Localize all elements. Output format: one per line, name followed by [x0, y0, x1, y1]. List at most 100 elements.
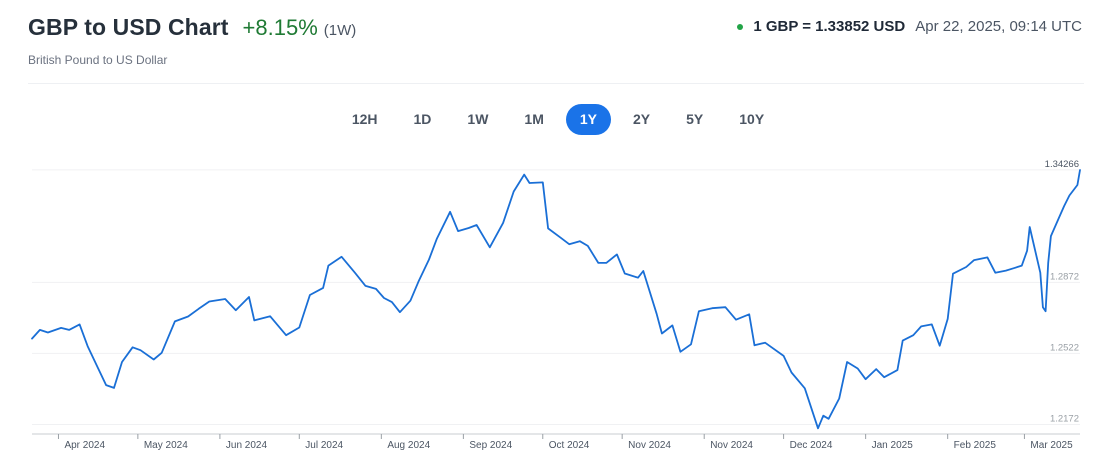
- title-row: GBP to USD Chart +8.15% (1W): [28, 14, 1086, 41]
- data-point: [140, 350, 141, 351]
- data-point: [235, 310, 236, 311]
- data-point: [804, 388, 805, 389]
- y-axis-label: 1.2172: [1050, 413, 1079, 424]
- x-axis-label: Jul 2024: [305, 440, 343, 451]
- data-point: [839, 398, 840, 399]
- page-title: GBP to USD Chart: [28, 14, 229, 40]
- data-point: [725, 307, 726, 308]
- data-point: [931, 324, 932, 325]
- data-point: [153, 359, 154, 360]
- data-point: [624, 273, 625, 274]
- data-point: [365, 285, 366, 286]
- data-point: [884, 377, 885, 378]
- data-point: [661, 333, 662, 334]
- data-point: [47, 332, 48, 333]
- data-point: [698, 311, 699, 312]
- data-point: [1077, 184, 1078, 185]
- price-chart[interactable]: 1.34266 1.2872 1.2522 1.2172 Apr 2024 May 202…: [0, 150, 1116, 460]
- data-point: [587, 245, 588, 246]
- tab-2y[interactable]: 2Y: [633, 111, 651, 127]
- data-point: [974, 260, 975, 261]
- data-point: [995, 272, 996, 273]
- data-point: [947, 318, 948, 319]
- data-point: [754, 345, 755, 346]
- data-point: [569, 244, 570, 245]
- data-point: [436, 238, 437, 239]
- data-point: [1029, 226, 1030, 227]
- data-point: [31, 338, 32, 339]
- data-point: [1005, 270, 1006, 271]
- data-point: [876, 369, 877, 370]
- x-axis-label: Jan 2025: [872, 440, 914, 451]
- data-point: [1079, 169, 1080, 170]
- quote-timestamp: Apr 22, 2025, 09:14 UTC: [915, 18, 1082, 35]
- data-point: [579, 241, 580, 242]
- x-axis-label: Oct 2024: [549, 440, 590, 451]
- data-point: [503, 222, 504, 223]
- data-point: [121, 361, 122, 362]
- data-point: [857, 368, 858, 369]
- series-line: [31, 169, 1081, 430]
- x-axis-label: Sep 2024: [469, 440, 512, 451]
- tab-12h[interactable]: 12H: [351, 111, 378, 127]
- data-point: [286, 335, 287, 336]
- x-axis-label: Mar 2025: [1030, 440, 1073, 451]
- data-point: [79, 324, 80, 325]
- data-point: [209, 301, 210, 302]
- data-point: [383, 297, 384, 298]
- data-point: [375, 288, 376, 289]
- header-divider: [28, 83, 1084, 84]
- data-point: [106, 385, 107, 386]
- data-point: [248, 296, 249, 297]
- data-point: [225, 298, 226, 299]
- data-point: [1040, 272, 1041, 273]
- data-point: [1013, 268, 1014, 269]
- data-point: [1042, 307, 1043, 308]
- data-point: [87, 346, 88, 347]
- y-axis-label: 1.2872: [1050, 271, 1079, 282]
- data-point: [174, 321, 175, 322]
- data-point: [323, 287, 324, 288]
- data-point: [1069, 195, 1070, 196]
- tab-5y[interactable]: 5Y: [686, 111, 704, 127]
- data-point: [410, 300, 411, 301]
- tab-10y[interactable]: 10Y: [739, 111, 765, 127]
- tab-1w[interactable]: 1W: [467, 111, 489, 127]
- change-percent: +8.15%: [242, 15, 318, 40]
- data-point: [921, 326, 922, 327]
- data-point: [391, 302, 392, 303]
- data-point: [309, 294, 310, 295]
- tab-1d[interactable]: 1D: [413, 111, 432, 127]
- data-point: [529, 182, 530, 183]
- y-axis-label: 1.2522: [1050, 342, 1079, 353]
- data-point: [341, 256, 342, 257]
- data-point: [468, 227, 469, 228]
- data-point: [735, 319, 736, 320]
- data-point: [513, 191, 514, 192]
- data-point: [69, 329, 70, 330]
- data-point: [598, 262, 599, 263]
- data-point: [637, 277, 638, 278]
- data-point: [561, 238, 562, 239]
- tab-1y[interactable]: 1Y: [565, 104, 611, 135]
- data-point: [865, 379, 866, 380]
- data-point: [966, 266, 967, 267]
- data-point: [749, 314, 750, 315]
- data-point: [1050, 236, 1051, 237]
- data-point: [606, 262, 607, 263]
- data-point: [476, 224, 477, 225]
- live-dot-icon: [737, 23, 744, 30]
- data-point: [765, 342, 766, 343]
- data-point: [1027, 250, 1028, 251]
- data-point: [987, 257, 988, 258]
- x-axis-label: Jun 2024: [226, 440, 268, 451]
- tab-1m[interactable]: 1M: [524, 111, 544, 127]
- data-point: [542, 182, 543, 183]
- data-point: [270, 316, 271, 317]
- x-axis-label: May 2024: [144, 440, 188, 451]
- data-point: [1058, 218, 1059, 219]
- live-quote: 1 GBP = 1.33852 USD Apr 22, 2025, 09:14 …: [737, 18, 1082, 35]
- data-point: [188, 316, 189, 317]
- data-point: [39, 329, 40, 330]
- data-point: [828, 418, 829, 419]
